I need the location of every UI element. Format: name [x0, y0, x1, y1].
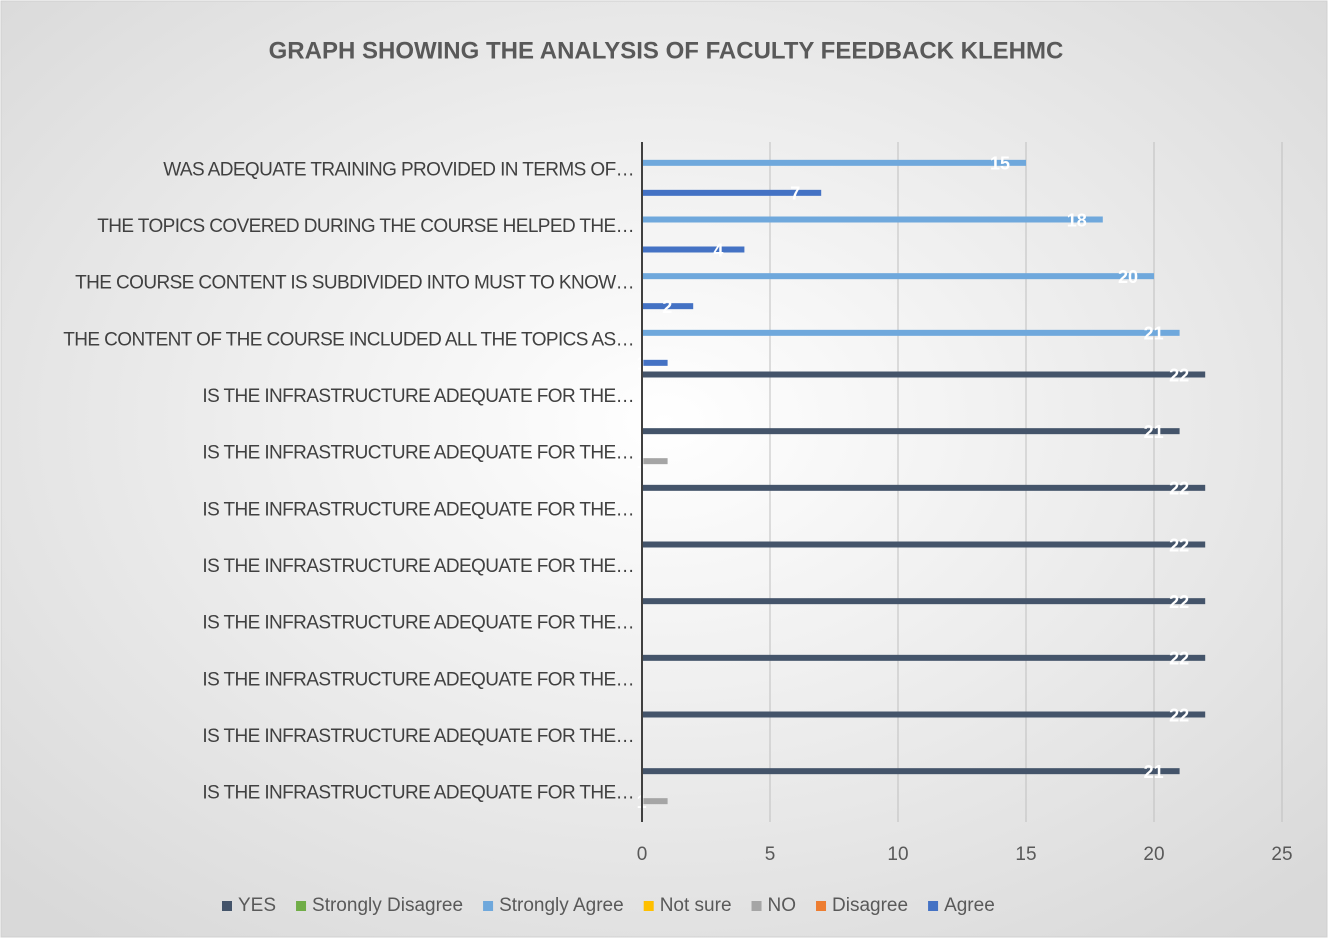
data-label: 22	[1169, 592, 1189, 612]
y-tick-label: WAS ADEQUATE TRAINING PROVIDED IN TERMS …	[163, 159, 634, 180]
legend-swatch	[816, 901, 827, 911]
chart-title: GRAPH SHOWING THE ANALYSIS OF FACULTY FE…	[269, 37, 1064, 64]
data-label: 21	[1144, 762, 1164, 782]
data-label: 21	[1144, 422, 1164, 442]
legend-label: YES	[238, 895, 276, 916]
bar	[642, 273, 1154, 280]
data-label: 18	[1067, 210, 1087, 230]
bar	[642, 303, 694, 310]
legend-label: Strongly Agree	[499, 895, 624, 916]
y-tick-label: IS THE INFRASTRUCTURE ADEQUATE FOR THE…	[202, 386, 634, 407]
legend-swatch	[222, 901, 232, 911]
legend-swatch	[643, 901, 654, 911]
y-tick-label: THE TOPICS COVERED DURING THE COURSE HEL…	[97, 216, 634, 237]
data-label: 4	[713, 240, 723, 260]
bar	[642, 458, 668, 465]
legend-swatch	[296, 901, 307, 911]
bar	[642, 768, 1180, 775]
legend-label: Agree	[944, 895, 995, 916]
legend-label: NO	[768, 895, 797, 916]
y-tick-label: IS THE INFRASTRUCTURE ADEQUATE FOR THE…	[202, 669, 634, 690]
y-tick-label: IS THE INFRASTRUCTURE ADEQUATE FOR THE…	[202, 499, 634, 520]
bar	[642, 484, 1206, 491]
legend-swatch	[483, 901, 494, 911]
legend-swatch	[928, 901, 939, 911]
x-tick-label: 10	[887, 844, 908, 865]
bar	[642, 598, 1206, 605]
bar	[642, 246, 745, 253]
x-tick-label: 20	[1143, 844, 1164, 865]
data-label: 22	[1169, 479, 1189, 499]
y-tick-label: IS THE INFRASTRUCTURE ADEQUATE FOR THE…	[202, 783, 634, 804]
legend-swatch	[751, 901, 762, 911]
data-label: 21	[1144, 324, 1164, 344]
data-label: 2	[662, 297, 672, 317]
y-tick-label: IS THE INFRASTRUCTURE ADEQUATE FOR THE…	[202, 726, 634, 747]
bar	[642, 329, 1180, 336]
bar	[642, 541, 1206, 548]
y-tick-label: IS THE INFRASTRUCTURE ADEQUATE FOR THE…	[202, 613, 634, 634]
legend-label: Not sure	[660, 895, 732, 916]
bar	[642, 654, 1206, 661]
data-label: 22	[1169, 365, 1189, 385]
bar	[642, 159, 1026, 166]
x-tick-label: 5	[765, 844, 776, 865]
legend-label: Disagree	[832, 895, 908, 916]
bar	[642, 428, 1180, 435]
x-tick-label: 0	[637, 844, 648, 865]
data-label: 22	[1169, 705, 1189, 725]
bar	[642, 371, 1206, 378]
bar	[642, 798, 668, 805]
bar	[642, 216, 1103, 223]
y-tick-label: IS THE INFRASTRUCTURE ADEQUATE FOR THE…	[202, 443, 634, 464]
data-label: 20	[1118, 267, 1138, 287]
y-tick-label: IS THE INFRASTRUCTURE ADEQUATE FOR THE…	[202, 556, 634, 577]
bar	[642, 711, 1206, 718]
legend-label: Strongly Disagree	[312, 895, 463, 916]
data-label: 15	[990, 154, 1010, 174]
y-tick-label: THE CONTENT OF THE COURSE INCLUDED ALL T…	[63, 329, 634, 350]
data-label: 22	[1169, 535, 1189, 555]
data-label: 7	[790, 184, 800, 204]
x-tick-label: 25	[1271, 844, 1292, 865]
y-tick-label: THE COURSE CONTENT IS SUBDIVIDED INTO MU…	[75, 273, 634, 294]
bar	[642, 359, 668, 366]
x-tick-label: 15	[1015, 844, 1036, 865]
data-label: 22	[1169, 649, 1189, 669]
bar	[642, 189, 822, 196]
